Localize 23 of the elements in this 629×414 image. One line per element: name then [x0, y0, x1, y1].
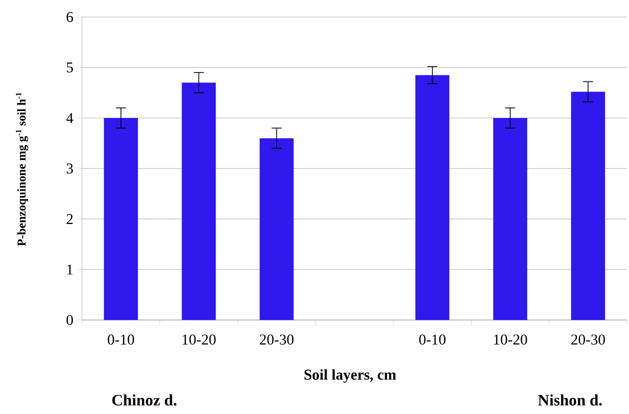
text: Nishon d. [538, 394, 602, 406]
x-tick-label: 10-20 [182, 334, 216, 345]
bar [182, 82, 216, 320]
y-tick-label: 3 [66, 163, 73, 174]
y-tick-label: 2 [66, 214, 73, 224]
x-tick-label: 20-30 [260, 334, 294, 345]
x-tick-label: 10-20 [494, 334, 528, 345]
y-tick-label: 1 [67, 264, 73, 274]
x-tick-label: 0-10 [108, 334, 134, 345]
bar [260, 138, 294, 320]
text: Chinoz d. [112, 394, 176, 406]
x-axis-title: Soil layers, cm [304, 369, 396, 383]
bar [493, 118, 528, 320]
bar [415, 75, 450, 320]
x-tick-label: 20-30 [571, 334, 605, 345]
y-tick-label: 6 [66, 12, 74, 22]
x-tick-label: 0-10 [419, 334, 446, 345]
y-tick-label: 0 [66, 314, 73, 326]
bar [104, 118, 138, 320]
y-tick-label: 4 [66, 113, 74, 123]
y-tick-label: 5 [66, 62, 73, 72]
bar [571, 92, 606, 320]
y-axis-title: P-benzoquinone mg g$^{-1}$ soil h$^{-1}$ [16, 92, 28, 246]
